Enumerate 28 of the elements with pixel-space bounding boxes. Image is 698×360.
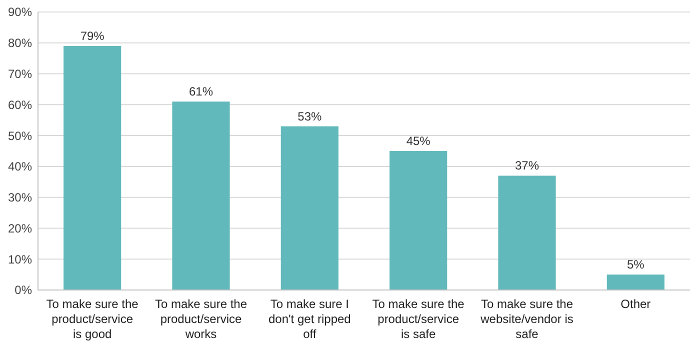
bar	[172, 102, 230, 290]
y-tick-label: 60%	[8, 98, 32, 112]
data-label: 37%	[514, 158, 540, 173]
x-tick-label: To make sure the product/service is good	[46, 297, 139, 341]
y-tick-label: 30%	[8, 190, 32, 205]
bar	[64, 46, 122, 290]
x-tick-label: To make sure the product/service is safe	[372, 297, 465, 341]
y-tick-label: 10%	[8, 252, 32, 266]
y-tick-label: 80%	[8, 36, 32, 50]
bar	[280, 126, 338, 290]
bar	[606, 274, 664, 290]
data-label: 79%	[80, 28, 105, 43]
bar	[498, 176, 556, 290]
data-label: 5%	[626, 258, 645, 272]
y-tick-label: 50%	[8, 128, 32, 143]
y-tick-label: 70%	[8, 66, 32, 81]
x-tick-label: To make sure the product/service works	[154, 297, 248, 341]
data-label: 45%	[406, 134, 431, 148]
x-tick-label: To make sure I don't get ripped off	[268, 297, 351, 341]
bar	[390, 151, 448, 290]
x-tick-label: Other	[620, 297, 651, 311]
y-tick-label: 90%	[8, 5, 32, 20]
data-label: 53%	[298, 109, 322, 124]
y-tick-label: 0%	[14, 283, 32, 298]
y-tick-label: 20%	[8, 221, 32, 236]
x-tick-label: To make sure the website/vendor is safe	[480, 297, 574, 341]
data-label: 61%	[188, 84, 214, 99]
y-tick-label: 40%	[8, 160, 32, 174]
